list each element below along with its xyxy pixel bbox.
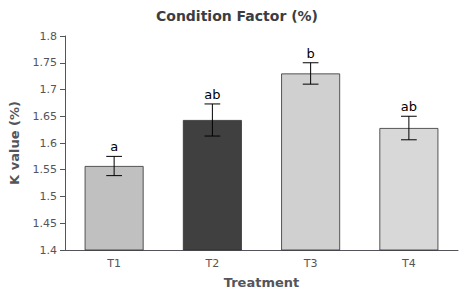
svg-text:ab: ab bbox=[204, 87, 220, 102]
svg-text:T3: T3 bbox=[303, 257, 318, 270]
svg-text:Condition Factor (%): Condition Factor (%) bbox=[156, 8, 318, 24]
svg-text:1.65: 1.65 bbox=[33, 110, 58, 123]
svg-text:1.45: 1.45 bbox=[33, 217, 58, 230]
svg-text:1.4: 1.4 bbox=[40, 244, 58, 257]
svg-text:1.5: 1.5 bbox=[40, 190, 58, 203]
svg-text:1.8: 1.8 bbox=[40, 30, 58, 43]
svg-text:Treatment: Treatment bbox=[224, 275, 300, 290]
svg-text:1.6: 1.6 bbox=[40, 137, 58, 150]
svg-text:T1: T1 bbox=[106, 257, 121, 270]
svg-text:1.55: 1.55 bbox=[33, 163, 58, 176]
svg-text:1.7: 1.7 bbox=[40, 83, 58, 96]
svg-text:T4: T4 bbox=[401, 257, 416, 270]
svg-text:K value (%): K value (%) bbox=[7, 101, 22, 185]
svg-text:ab: ab bbox=[401, 99, 417, 114]
svg-text:a: a bbox=[110, 139, 118, 154]
svg-text:1.75: 1.75 bbox=[33, 56, 58, 69]
svg-text:b: b bbox=[306, 46, 314, 61]
svg-text:T2: T2 bbox=[205, 257, 220, 270]
